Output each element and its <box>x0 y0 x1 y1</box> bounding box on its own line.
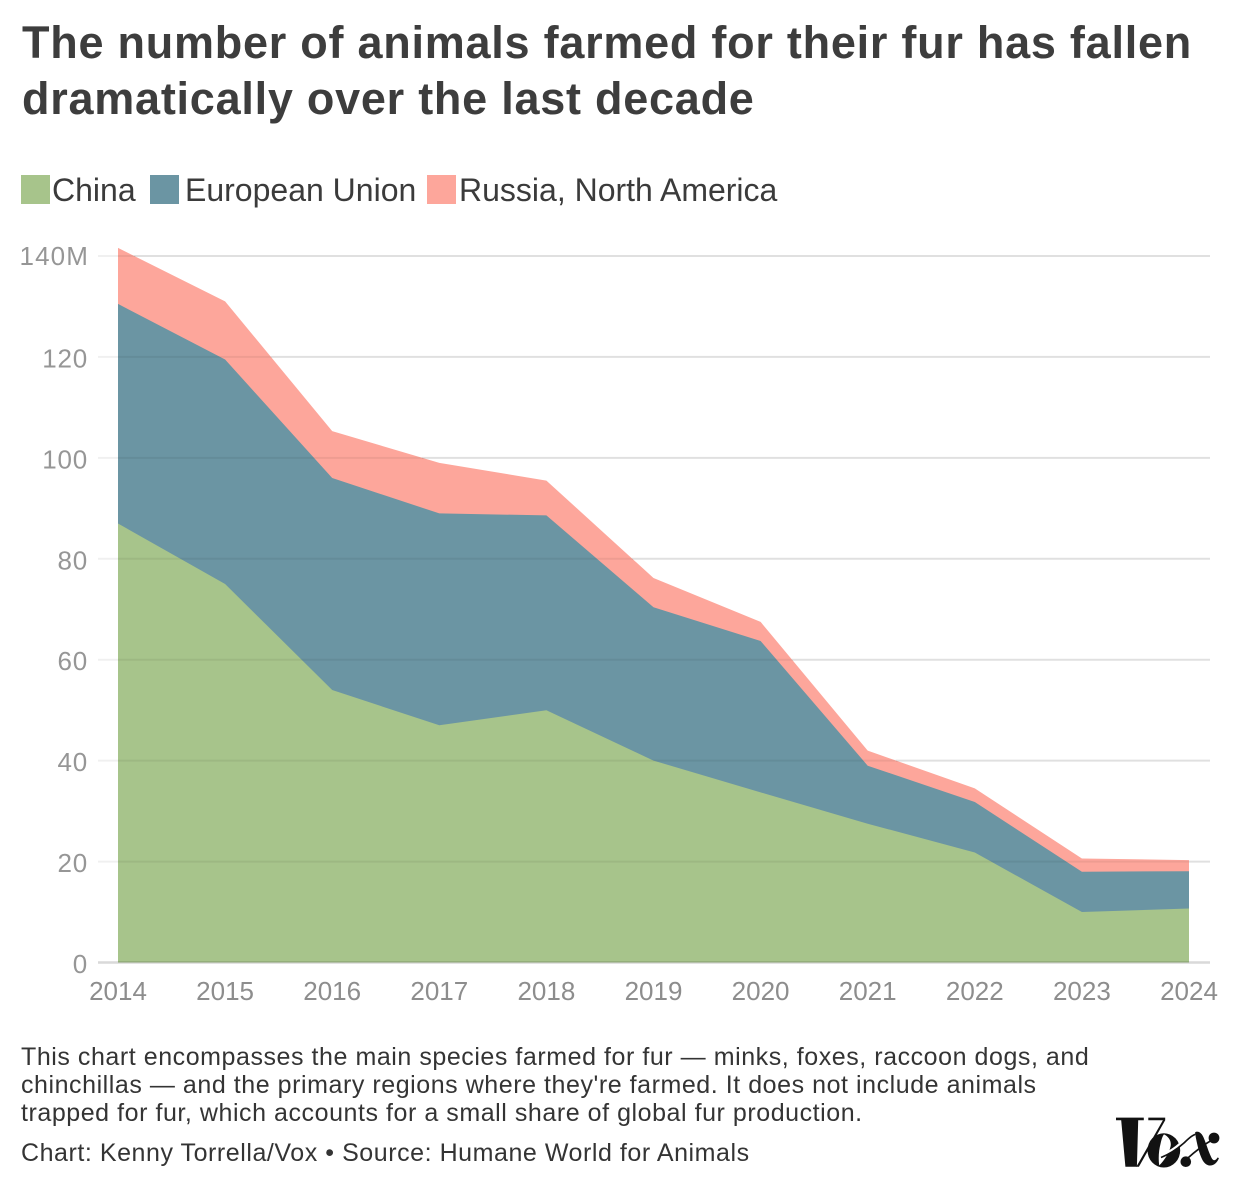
svg-text:2023: 2023 <box>1053 976 1111 1006</box>
svg-text:2020: 2020 <box>732 976 790 1006</box>
svg-text:20: 20 <box>57 848 88 878</box>
svg-text:2024: 2024 <box>1160 976 1218 1006</box>
svg-text:140M: 140M <box>20 241 89 271</box>
svg-text:2021: 2021 <box>839 976 897 1006</box>
svg-text:2015: 2015 <box>196 976 254 1006</box>
svg-text:2017: 2017 <box>410 976 468 1006</box>
svg-text:0: 0 <box>73 949 88 979</box>
svg-text:2019: 2019 <box>625 976 683 1006</box>
svg-text:40: 40 <box>57 747 88 777</box>
svg-text:100: 100 <box>42 444 88 474</box>
svg-text:120: 120 <box>42 343 88 373</box>
svg-text:2016: 2016 <box>303 976 361 1006</box>
svg-text:2014: 2014 <box>89 976 147 1006</box>
svg-text:2018: 2018 <box>517 976 575 1006</box>
svg-text:2022: 2022 <box>946 976 1004 1006</box>
svg-text:80: 80 <box>57 545 88 575</box>
svg-text:60: 60 <box>57 646 88 676</box>
